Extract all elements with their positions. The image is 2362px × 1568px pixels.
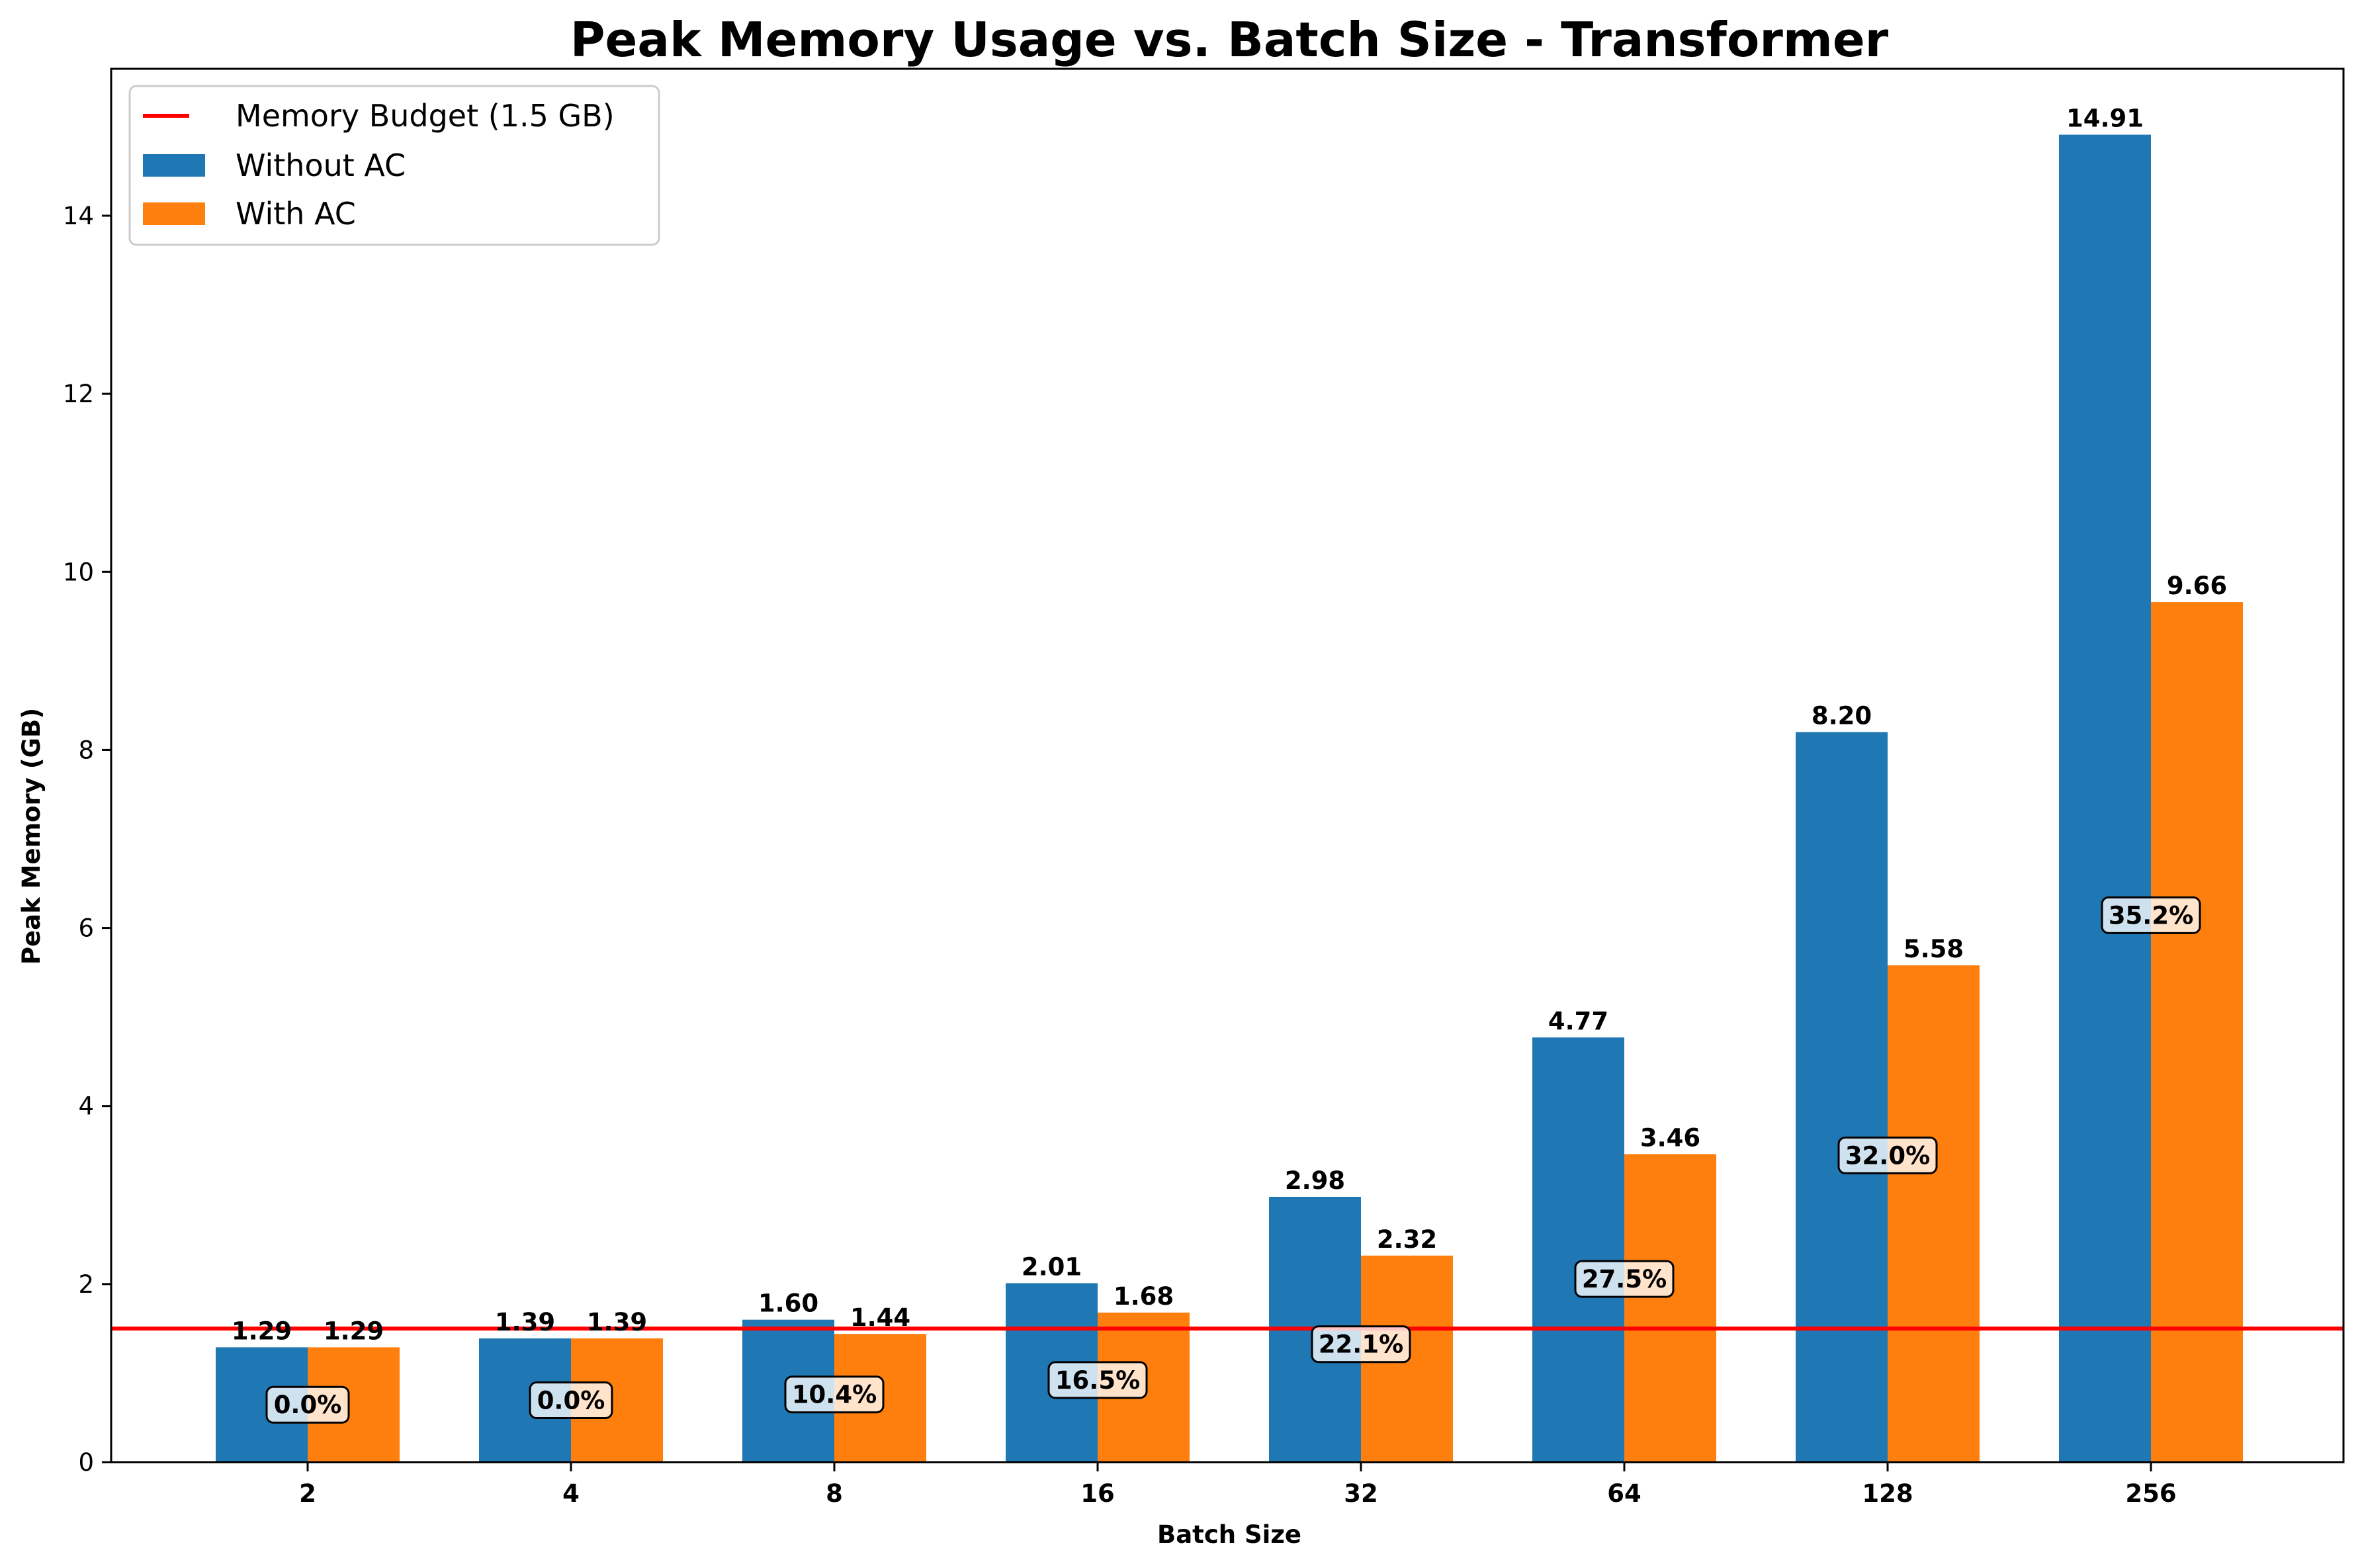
bar-without-ac-256: [2059, 134, 2151, 1463]
chart-title: Peak Memory Usage vs. Batch Size - Trans…: [570, 12, 1889, 67]
legend-label-with-ac: With AC: [236, 196, 356, 232]
y-tick-label-6: 6: [78, 914, 94, 943]
value-label-with-ac-16: 1.68: [1114, 1282, 1174, 1311]
value-label-without-ac-128: 8.20: [1812, 702, 1872, 730]
bar-with-ac-128: [1888, 965, 1980, 1462]
legend-swatch-without-ac: [143, 154, 205, 177]
reduction-label-16: 16.5%: [1055, 1366, 1140, 1395]
value-label-without-ac-4: 1.39: [495, 1308, 555, 1336]
value-label-with-ac-4: 1.39: [587, 1308, 647, 1336]
x-tick-label-8: 8: [826, 1479, 843, 1508]
y-axis-label: Peak Memory (GB): [17, 708, 46, 965]
bar-with-ac-256: [2151, 602, 2243, 1463]
legend-box: [128, 85, 660, 246]
value-label-without-ac-64: 4.77: [1548, 1007, 1608, 1035]
value-label-with-ac-256: 9.66: [2167, 572, 2227, 600]
reduction-label-box-128: [1837, 1136, 1938, 1174]
value-label-without-ac-32: 2.98: [1285, 1166, 1345, 1195]
plot-frame: [110, 67, 2345, 1463]
reduction-label-4: 0.0%: [537, 1386, 605, 1415]
reduction-label-box-8: [784, 1375, 885, 1414]
legend-label-without-ac: Without AC: [236, 148, 406, 183]
value-label-with-ac-32: 2.32: [1377, 1225, 1437, 1254]
reduction-label-box-32: [1311, 1325, 1411, 1364]
value-label-without-ac-256: 14.91: [2066, 105, 2144, 133]
y-tick-label-2: 2: [78, 1270, 94, 1299]
y-tick-label-10: 10: [63, 558, 94, 586]
value-label-without-ac-2: 1.29: [232, 1317, 292, 1345]
y-tick-label-4: 4: [78, 1092, 94, 1121]
y-tick-label-0: 0: [78, 1448, 94, 1477]
x-tick-label-4: 4: [562, 1479, 580, 1508]
legend-swatch-with-ac: [143, 202, 205, 225]
x-tick-label-128: 128: [1862, 1479, 1913, 1508]
plot-area: 1.29 1.39 1.60 2.01 2.98 4.77 8.20 14.91 1.29 1.3…: [63, 67, 2345, 1508]
y-tick-label-8: 8: [78, 736, 94, 764]
value-label-with-ac-64: 3.46: [1640, 1123, 1700, 1152]
reduction-label-128: 32.0%: [1845, 1141, 1930, 1170]
reduction-label-box-256: [2101, 896, 2201, 934]
value-label-with-ac-8: 1.44: [850, 1303, 910, 1332]
bar-without-ac-128: [1796, 732, 1888, 1462]
bar-without-ac-64: [1532, 1037, 1624, 1462]
value-label-without-ac-8: 1.60: [758, 1289, 818, 1318]
reduction-label-32: 22.1%: [1319, 1330, 1403, 1359]
x-tick-label-32: 32: [1344, 1479, 1378, 1508]
reduction-label-2: 0.0%: [274, 1391, 342, 1419]
reduction-label-box-4: [529, 1381, 613, 1419]
reduction-label-box-2: [265, 1385, 350, 1424]
value-label-with-ac-2: 1.29: [324, 1317, 384, 1345]
legend: Memory Budget (1.5 GB) Without AC With AC: [128, 85, 660, 246]
value-label-without-ac-16: 2.01: [1022, 1253, 1082, 1282]
x-tick-label-2: 2: [299, 1479, 316, 1508]
reduction-label-box-64: [1574, 1260, 1675, 1298]
y-tick-label-12: 12: [63, 380, 94, 408]
x-tick-label-64: 64: [1607, 1479, 1641, 1508]
x-tick-label-16: 16: [1080, 1479, 1115, 1508]
bar-with-ac-64: [1624, 1154, 1716, 1462]
x-axis-label: Batch Size: [1157, 1520, 1301, 1549]
reduction-label-box-16: [1047, 1361, 1148, 1399]
reduction-label-8: 10.4%: [792, 1381, 877, 1409]
value-label-with-ac-128: 5.58: [1903, 935, 1964, 963]
reduction-label-64: 27.5%: [1582, 1265, 1667, 1293]
x-tick-label-256: 256: [2125, 1479, 2176, 1508]
reduction-label-256: 35.2%: [2109, 901, 2193, 930]
y-tick-label-14: 14: [63, 202, 94, 230]
legend-label-memory-budget: Memory Budget (1.5 GB): [236, 98, 615, 134]
